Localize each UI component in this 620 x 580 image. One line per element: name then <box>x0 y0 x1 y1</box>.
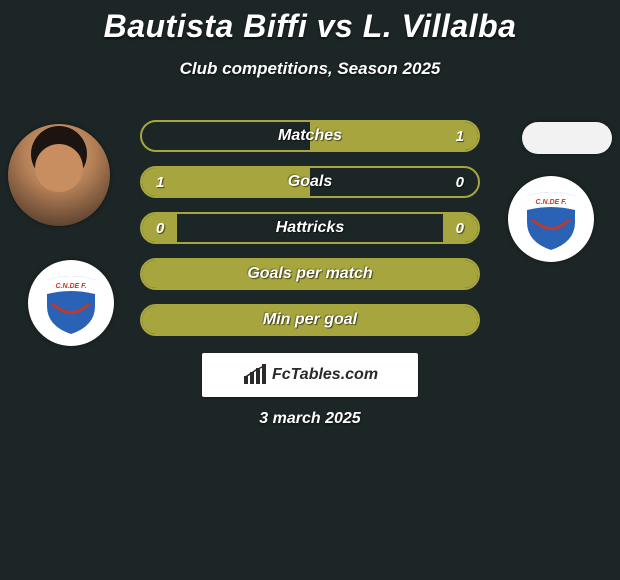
shield-icon: C.N.DE F. <box>523 188 579 250</box>
stat-right-value: 0 <box>456 168 464 196</box>
footer-date: 3 march 2025 <box>0 410 620 428</box>
stat-row-min-per-goal: Min per goal <box>140 304 480 336</box>
subtitle: Club competitions, Season 2025 <box>0 59 620 79</box>
brand-text: FcTables.com <box>272 366 378 384</box>
stat-right-value: 0 <box>456 214 464 242</box>
stat-row-matches: Matches 1 <box>140 120 480 152</box>
shield-icon: C.N.DE F. <box>43 272 99 334</box>
brand-box: FcTables.com <box>202 353 418 397</box>
badge-text: C.N.DE F. <box>535 199 566 206</box>
badge-text: C.N.DE F. <box>55 283 86 290</box>
stat-right-value: 1 <box>456 122 464 150</box>
stats-block: Matches 1 1 Goals 0 0 Hattricks 0 Goals … <box>140 120 480 350</box>
stat-label: Min per goal <box>142 306 478 334</box>
player-left-avatar <box>8 124 110 226</box>
stat-row-goals: 1 Goals 0 <box>140 166 480 198</box>
stat-label: Hattricks <box>142 214 478 242</box>
stat-label: Goals <box>142 168 478 196</box>
club-badge-right: C.N.DE F. <box>508 176 594 262</box>
stat-label: Goals per match <box>142 260 478 288</box>
bar-chart-icon <box>242 364 268 386</box>
player-right-avatar <box>522 122 612 154</box>
club-badge-left: C.N.DE F. <box>28 260 114 346</box>
stat-row-goals-per-match: Goals per match <box>140 258 480 290</box>
stat-label: Matches <box>142 122 478 150</box>
stat-row-hattricks: 0 Hattricks 0 <box>140 212 480 244</box>
page-title: Bautista Biffi vs L. Villalba <box>0 0 620 45</box>
